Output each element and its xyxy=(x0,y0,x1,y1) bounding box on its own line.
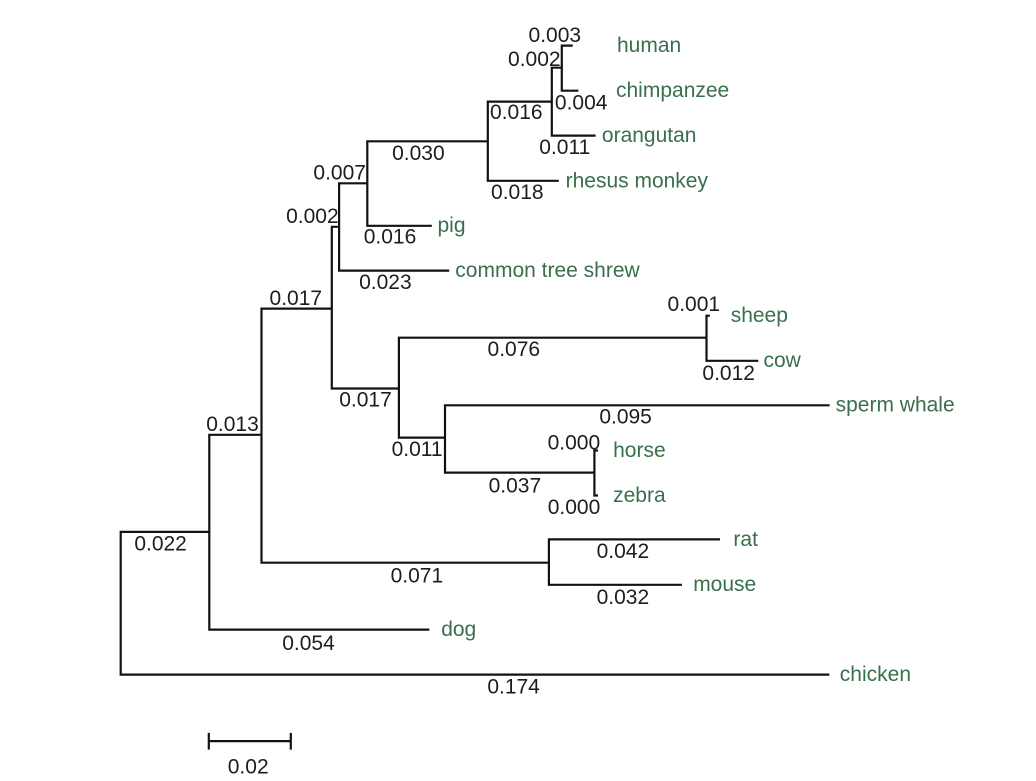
svg-text:0.007: 0.007 xyxy=(313,161,366,184)
svg-text:0.011: 0.011 xyxy=(392,438,443,461)
svg-text:0.030: 0.030 xyxy=(392,142,445,165)
svg-text:sperm whale: sperm whale xyxy=(836,394,955,417)
svg-text:0.076: 0.076 xyxy=(488,338,541,361)
svg-text:0.042: 0.042 xyxy=(597,540,650,563)
svg-text:0.002: 0.002 xyxy=(286,205,339,228)
svg-text:sheep: sheep xyxy=(731,304,788,327)
svg-text:0.02: 0.02 xyxy=(228,755,269,778)
svg-text:0.004: 0.004 xyxy=(555,92,608,115)
svg-text:rat: rat xyxy=(733,528,758,551)
svg-text:0.003: 0.003 xyxy=(529,24,582,47)
svg-text:chimpanzee: chimpanzee xyxy=(616,79,729,102)
svg-text:0.000: 0.000 xyxy=(548,431,601,454)
svg-text:0.017: 0.017 xyxy=(339,389,392,412)
svg-text:0.032: 0.032 xyxy=(597,586,650,609)
svg-text:0.071: 0.071 xyxy=(391,565,444,588)
svg-text:0.016: 0.016 xyxy=(490,101,543,124)
svg-text:pig: pig xyxy=(438,214,466,237)
svg-text:0.095: 0.095 xyxy=(599,406,652,429)
svg-text:0.037: 0.037 xyxy=(489,474,542,497)
svg-text:dog: dog xyxy=(441,618,476,641)
svg-text:mouse: mouse xyxy=(693,573,756,596)
svg-text:0.001: 0.001 xyxy=(668,293,721,316)
svg-text:zebra: zebra xyxy=(613,484,666,507)
svg-text:0.013: 0.013 xyxy=(206,413,259,436)
svg-text:horse: horse xyxy=(613,439,666,462)
svg-text:cow: cow xyxy=(764,349,802,372)
svg-text:0.011: 0.011 xyxy=(539,136,590,159)
svg-text:0.012: 0.012 xyxy=(702,362,755,385)
svg-text:0.016: 0.016 xyxy=(364,225,417,248)
svg-text:rhesus monkey: rhesus monkey xyxy=(566,169,709,192)
svg-text:0.054: 0.054 xyxy=(282,632,335,655)
svg-text:human: human xyxy=(617,34,681,57)
svg-text:common tree shrew: common tree shrew xyxy=(455,259,640,282)
svg-text:0.000: 0.000 xyxy=(548,496,601,519)
svg-text:0.018: 0.018 xyxy=(491,181,544,204)
svg-text:0.174: 0.174 xyxy=(487,676,540,699)
svg-text:0.017: 0.017 xyxy=(270,287,323,310)
svg-text:0.023: 0.023 xyxy=(359,271,412,294)
svg-text:chicken: chicken xyxy=(840,663,911,686)
svg-text:0.022: 0.022 xyxy=(134,533,187,556)
svg-text:0.002: 0.002 xyxy=(508,48,561,71)
svg-text:orangutan: orangutan xyxy=(602,124,697,147)
